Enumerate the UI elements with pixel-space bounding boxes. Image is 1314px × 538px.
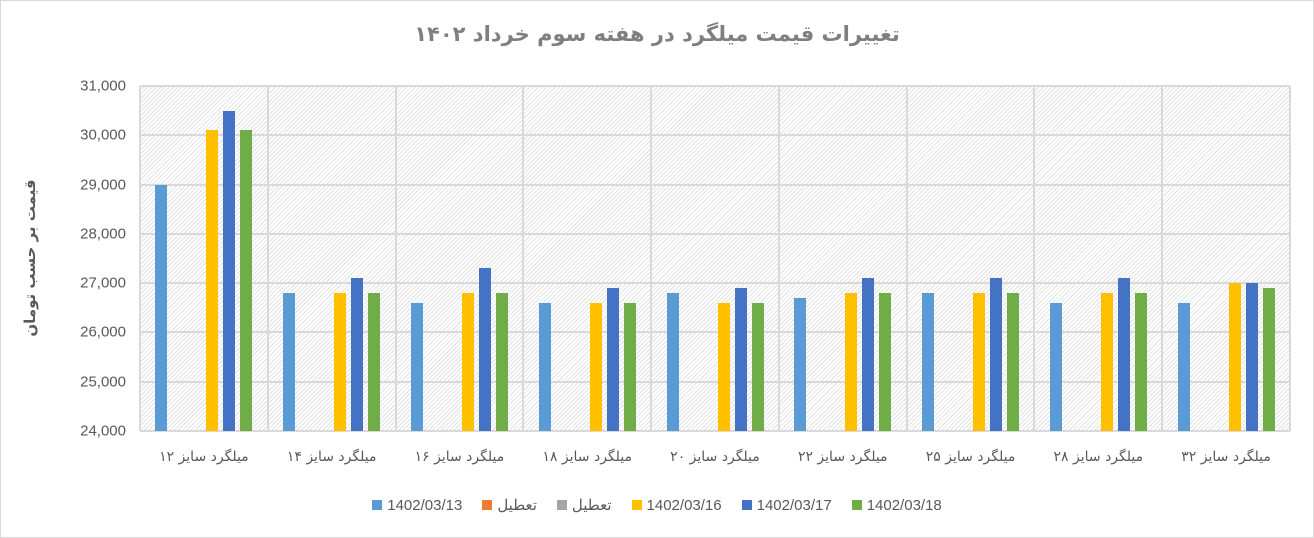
x-tick-label: میلگرد سایز ۱۶	[414, 449, 505, 465]
bar	[1007, 293, 1020, 431]
bar	[206, 130, 219, 431]
x-tick-label: میلگرد سایز ۲۵	[925, 449, 1016, 465]
y-axis-label: قیمت بر حسب تومان	[21, 179, 39, 337]
vertical-gridline	[1161, 86, 1164, 431]
legend-label: تعطیل	[497, 497, 537, 514]
vertical-gridline	[522, 86, 525, 431]
bar	[734, 288, 747, 431]
y-tick-label: 31,000	[80, 77, 126, 95]
x-tick-label: میلگرد سایز ۱۸	[542, 449, 633, 465]
chart-title: تغییرات قیمت میلگرد در هفته سوم خرداد ۱۴…	[414, 22, 900, 46]
bar	[334, 293, 347, 431]
legend-item: 1402/03/16	[631, 496, 722, 514]
bar	[1134, 293, 1147, 431]
bar	[606, 288, 619, 431]
horizontal-gridline	[140, 134, 1290, 137]
legend-label: 1402/03/17	[756, 496, 832, 514]
vertical-gridline	[266, 86, 269, 431]
bar	[495, 293, 508, 431]
vertical-gridline	[1033, 86, 1036, 431]
x-tick-label: میلگرد سایز ۲۲	[797, 449, 888, 465]
vertical-gridline	[777, 86, 780, 431]
bar	[751, 302, 764, 431]
bar	[973, 293, 986, 431]
vertical-gridline	[905, 86, 908, 431]
bar	[623, 302, 636, 431]
vertical-gridline	[1289, 86, 1291, 431]
legend-item: تعطیل	[556, 496, 612, 514]
y-tick-label: 28,000	[80, 225, 126, 243]
bar	[283, 293, 296, 431]
vertical-gridline	[139, 86, 141, 431]
bar	[478, 268, 491, 431]
y-tick-label: 30,000	[80, 126, 126, 144]
bar	[155, 184, 168, 431]
bar	[240, 130, 253, 431]
bar	[922, 293, 935, 431]
horizontal-gridline	[140, 380, 1290, 383]
x-tick-label: میلگرد سایز ۳۲	[1181, 449, 1271, 465]
horizontal-gridline	[140, 430, 1290, 432]
legend-swatch-icon	[372, 500, 383, 510]
bar	[845, 293, 858, 431]
legend-swatch-icon	[556, 500, 567, 510]
bar	[1117, 278, 1130, 431]
x-tick-label: میلگرد سایز ۲۰	[670, 449, 760, 465]
legend-item: تعطیل	[482, 496, 537, 514]
vertical-gridline	[394, 86, 397, 431]
legend-swatch-icon	[851, 500, 862, 510]
y-tick-label: 27,000	[80, 274, 126, 292]
vertical-gridline	[650, 86, 653, 431]
x-tick-label: میلگرد سایز ۱۲	[159, 449, 249, 465]
bar	[1228, 283, 1241, 431]
bar	[1262, 288, 1275, 431]
x-tick-label: میلگرد سایز ۱۴	[286, 449, 377, 465]
legend-swatch-icon	[482, 500, 493, 510]
bar	[1245, 283, 1258, 431]
bar	[538, 302, 551, 431]
bar	[410, 302, 423, 431]
y-tick-label: 26,000	[80, 323, 126, 341]
legend-label: 1402/03/13	[387, 496, 463, 514]
x-tick-label: میلگرد سایز ۲۸	[1053, 449, 1144, 465]
legend-swatch-icon	[741, 500, 752, 510]
legend-label: تعطیل	[571, 497, 612, 514]
horizontal-gridline	[140, 232, 1290, 235]
bar	[589, 302, 602, 431]
legend-item: 1402/03/17	[741, 496, 832, 514]
bar	[862, 278, 875, 431]
legend-item: 1402/03/13	[372, 496, 462, 514]
horizontal-gridline	[140, 282, 1290, 285]
bar	[990, 278, 1003, 431]
y-tick-label: 25,000	[80, 373, 126, 391]
legend-label: 1402/03/18	[866, 496, 942, 514]
legend-swatch-icon	[631, 500, 642, 510]
bar	[794, 297, 807, 431]
y-tick-label: 29,000	[80, 176, 126, 194]
bar	[368, 293, 381, 431]
bar	[717, 302, 730, 431]
bar	[1049, 302, 1062, 431]
legend: 1402/03/13 تعطیل تعطیل 1402/03/16 1402/03/17…	[0, 496, 1314, 514]
bar	[223, 110, 236, 431]
bar	[879, 293, 892, 431]
bar	[461, 293, 474, 431]
bar	[1177, 302, 1190, 431]
horizontal-gridline	[140, 183, 1290, 186]
bar	[351, 278, 364, 431]
bar	[666, 293, 679, 431]
legend-item: 1402/03/18	[851, 496, 942, 514]
legend-label: 1402/03/16	[646, 496, 722, 514]
plot-area	[139, 85, 1291, 432]
horizontal-gridline	[140, 85, 1290, 87]
bar	[1100, 293, 1113, 431]
y-tick-label: 24,000	[80, 422, 126, 440]
horizontal-gridline	[140, 331, 1290, 334]
